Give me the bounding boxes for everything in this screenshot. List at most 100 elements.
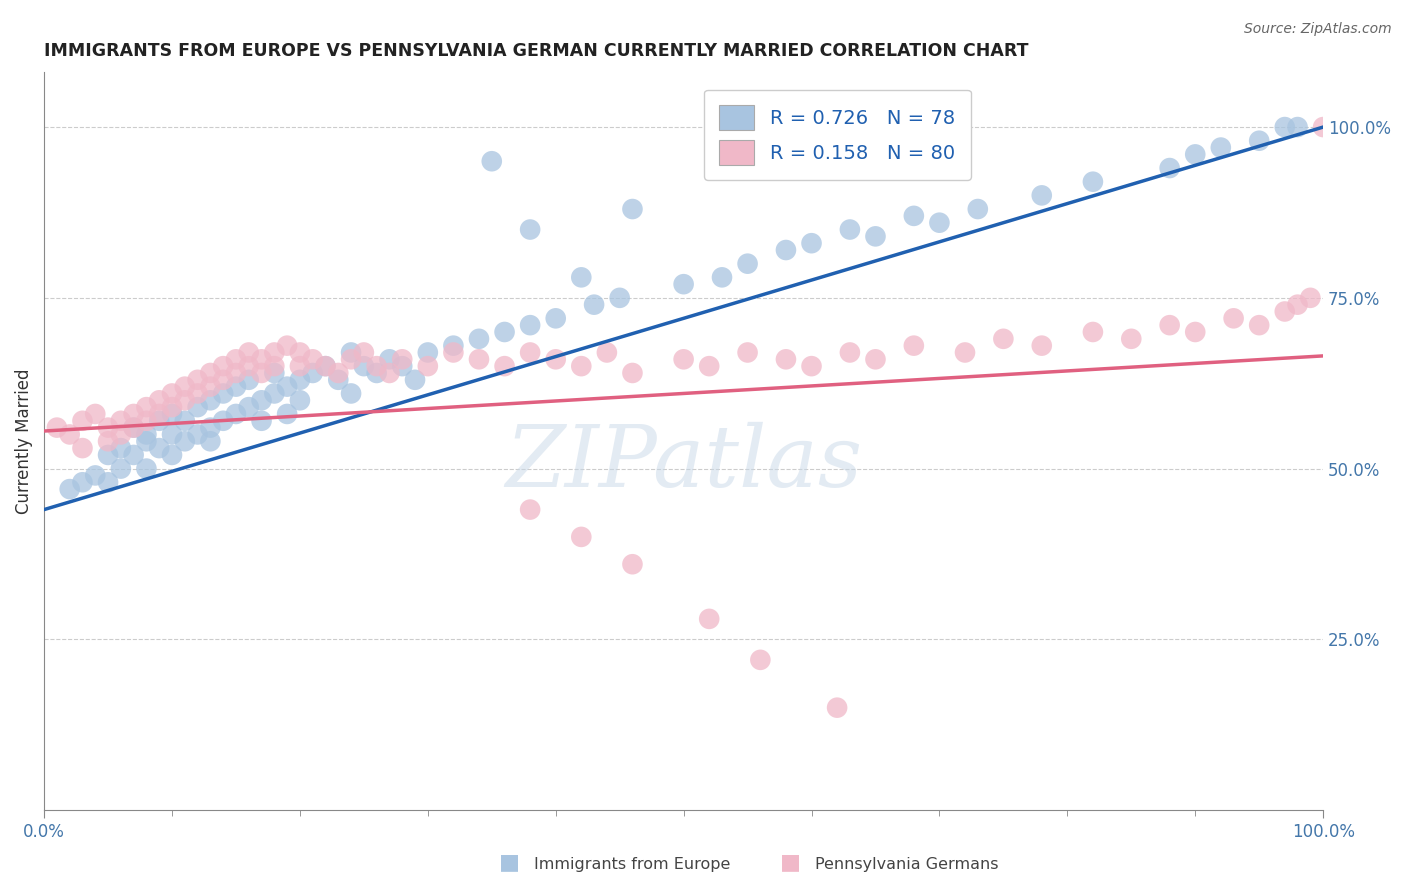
Point <box>72 475 94 490</box>
Point <box>97 420 120 434</box>
Point <box>966 202 988 216</box>
Point <box>200 366 222 380</box>
Point <box>1312 120 1334 134</box>
Point <box>596 345 619 359</box>
Point <box>212 359 235 373</box>
Point <box>865 352 887 367</box>
Text: IMMIGRANTS FROM EUROPE VS PENNSYLVANIA GERMAN CURRENTLY MARRIED CORRELATION CHAR: IMMIGRANTS FROM EUROPE VS PENNSYLVANIA G… <box>44 42 1029 60</box>
Point <box>737 345 759 359</box>
Point <box>519 345 541 359</box>
Point <box>1081 325 1104 339</box>
Point <box>993 332 1015 346</box>
Point <box>544 352 567 367</box>
Point <box>1286 298 1309 312</box>
Text: Immigrants from Europe: Immigrants from Europe <box>534 857 731 872</box>
Text: Pennsylvania Germans: Pennsylvania Germans <box>815 857 1000 872</box>
Point <box>225 379 247 393</box>
Point <box>519 222 541 236</box>
Point <box>953 345 976 359</box>
Point <box>353 359 375 373</box>
Point <box>775 243 797 257</box>
Point <box>865 229 887 244</box>
Point <box>441 338 464 352</box>
Point <box>200 393 222 408</box>
Point <box>187 427 209 442</box>
Point <box>122 420 145 434</box>
Point <box>148 441 170 455</box>
Point <box>148 393 170 408</box>
Point <box>1286 120 1309 134</box>
Point <box>276 379 298 393</box>
Point <box>1299 291 1322 305</box>
Point <box>135 414 157 428</box>
Point <box>110 414 132 428</box>
Point <box>481 154 503 169</box>
Point <box>200 434 222 449</box>
Point <box>353 345 375 359</box>
Point <box>697 359 720 373</box>
Point <box>569 270 592 285</box>
Point <box>1274 120 1296 134</box>
Point <box>838 222 860 236</box>
Point <box>494 325 516 339</box>
Point <box>135 427 157 442</box>
Point <box>160 407 183 421</box>
Point <box>45 420 67 434</box>
Point <box>340 352 363 367</box>
Point <box>72 441 94 455</box>
Point <box>519 502 541 516</box>
Point <box>238 400 260 414</box>
Point <box>1249 134 1271 148</box>
Point <box>288 373 311 387</box>
Point <box>378 352 401 367</box>
Point <box>1031 338 1053 352</box>
Point <box>250 414 273 428</box>
Point <box>416 345 439 359</box>
Point <box>800 359 823 373</box>
Point <box>328 373 350 387</box>
Point <box>621 202 644 216</box>
Text: ZIPatlas: ZIPatlas <box>505 422 862 505</box>
Point <box>737 257 759 271</box>
Y-axis label: Currently Married: Currently Married <box>15 368 32 514</box>
Point <box>378 366 401 380</box>
Point <box>160 386 183 401</box>
Point <box>173 379 195 393</box>
Point <box>1081 175 1104 189</box>
Point <box>263 366 285 380</box>
Point <box>468 332 491 346</box>
Point <box>97 475 120 490</box>
Text: ■: ■ <box>780 853 801 872</box>
Point <box>1222 311 1244 326</box>
Point <box>609 291 631 305</box>
Point <box>825 700 848 714</box>
Point <box>1031 188 1053 202</box>
Point <box>84 407 107 421</box>
Point <box>200 379 222 393</box>
Point <box>250 393 273 408</box>
Point <box>903 338 925 352</box>
Point <box>187 400 209 414</box>
Point <box>225 352 247 367</box>
Point <box>173 393 195 408</box>
Point <box>366 359 388 373</box>
Text: Source: ZipAtlas.com: Source: ZipAtlas.com <box>1244 22 1392 37</box>
Point <box>72 414 94 428</box>
Point <box>315 359 337 373</box>
Point <box>97 448 120 462</box>
Point <box>288 393 311 408</box>
Point <box>621 366 644 380</box>
Point <box>250 366 273 380</box>
Point <box>122 420 145 434</box>
Point <box>288 345 311 359</box>
Point <box>225 407 247 421</box>
Point <box>404 373 426 387</box>
Point <box>672 277 695 292</box>
Point <box>160 427 183 442</box>
Point <box>416 359 439 373</box>
Point <box>288 359 311 373</box>
Point <box>1274 304 1296 318</box>
Point <box>84 468 107 483</box>
Point <box>238 373 260 387</box>
Point <box>97 434 120 449</box>
